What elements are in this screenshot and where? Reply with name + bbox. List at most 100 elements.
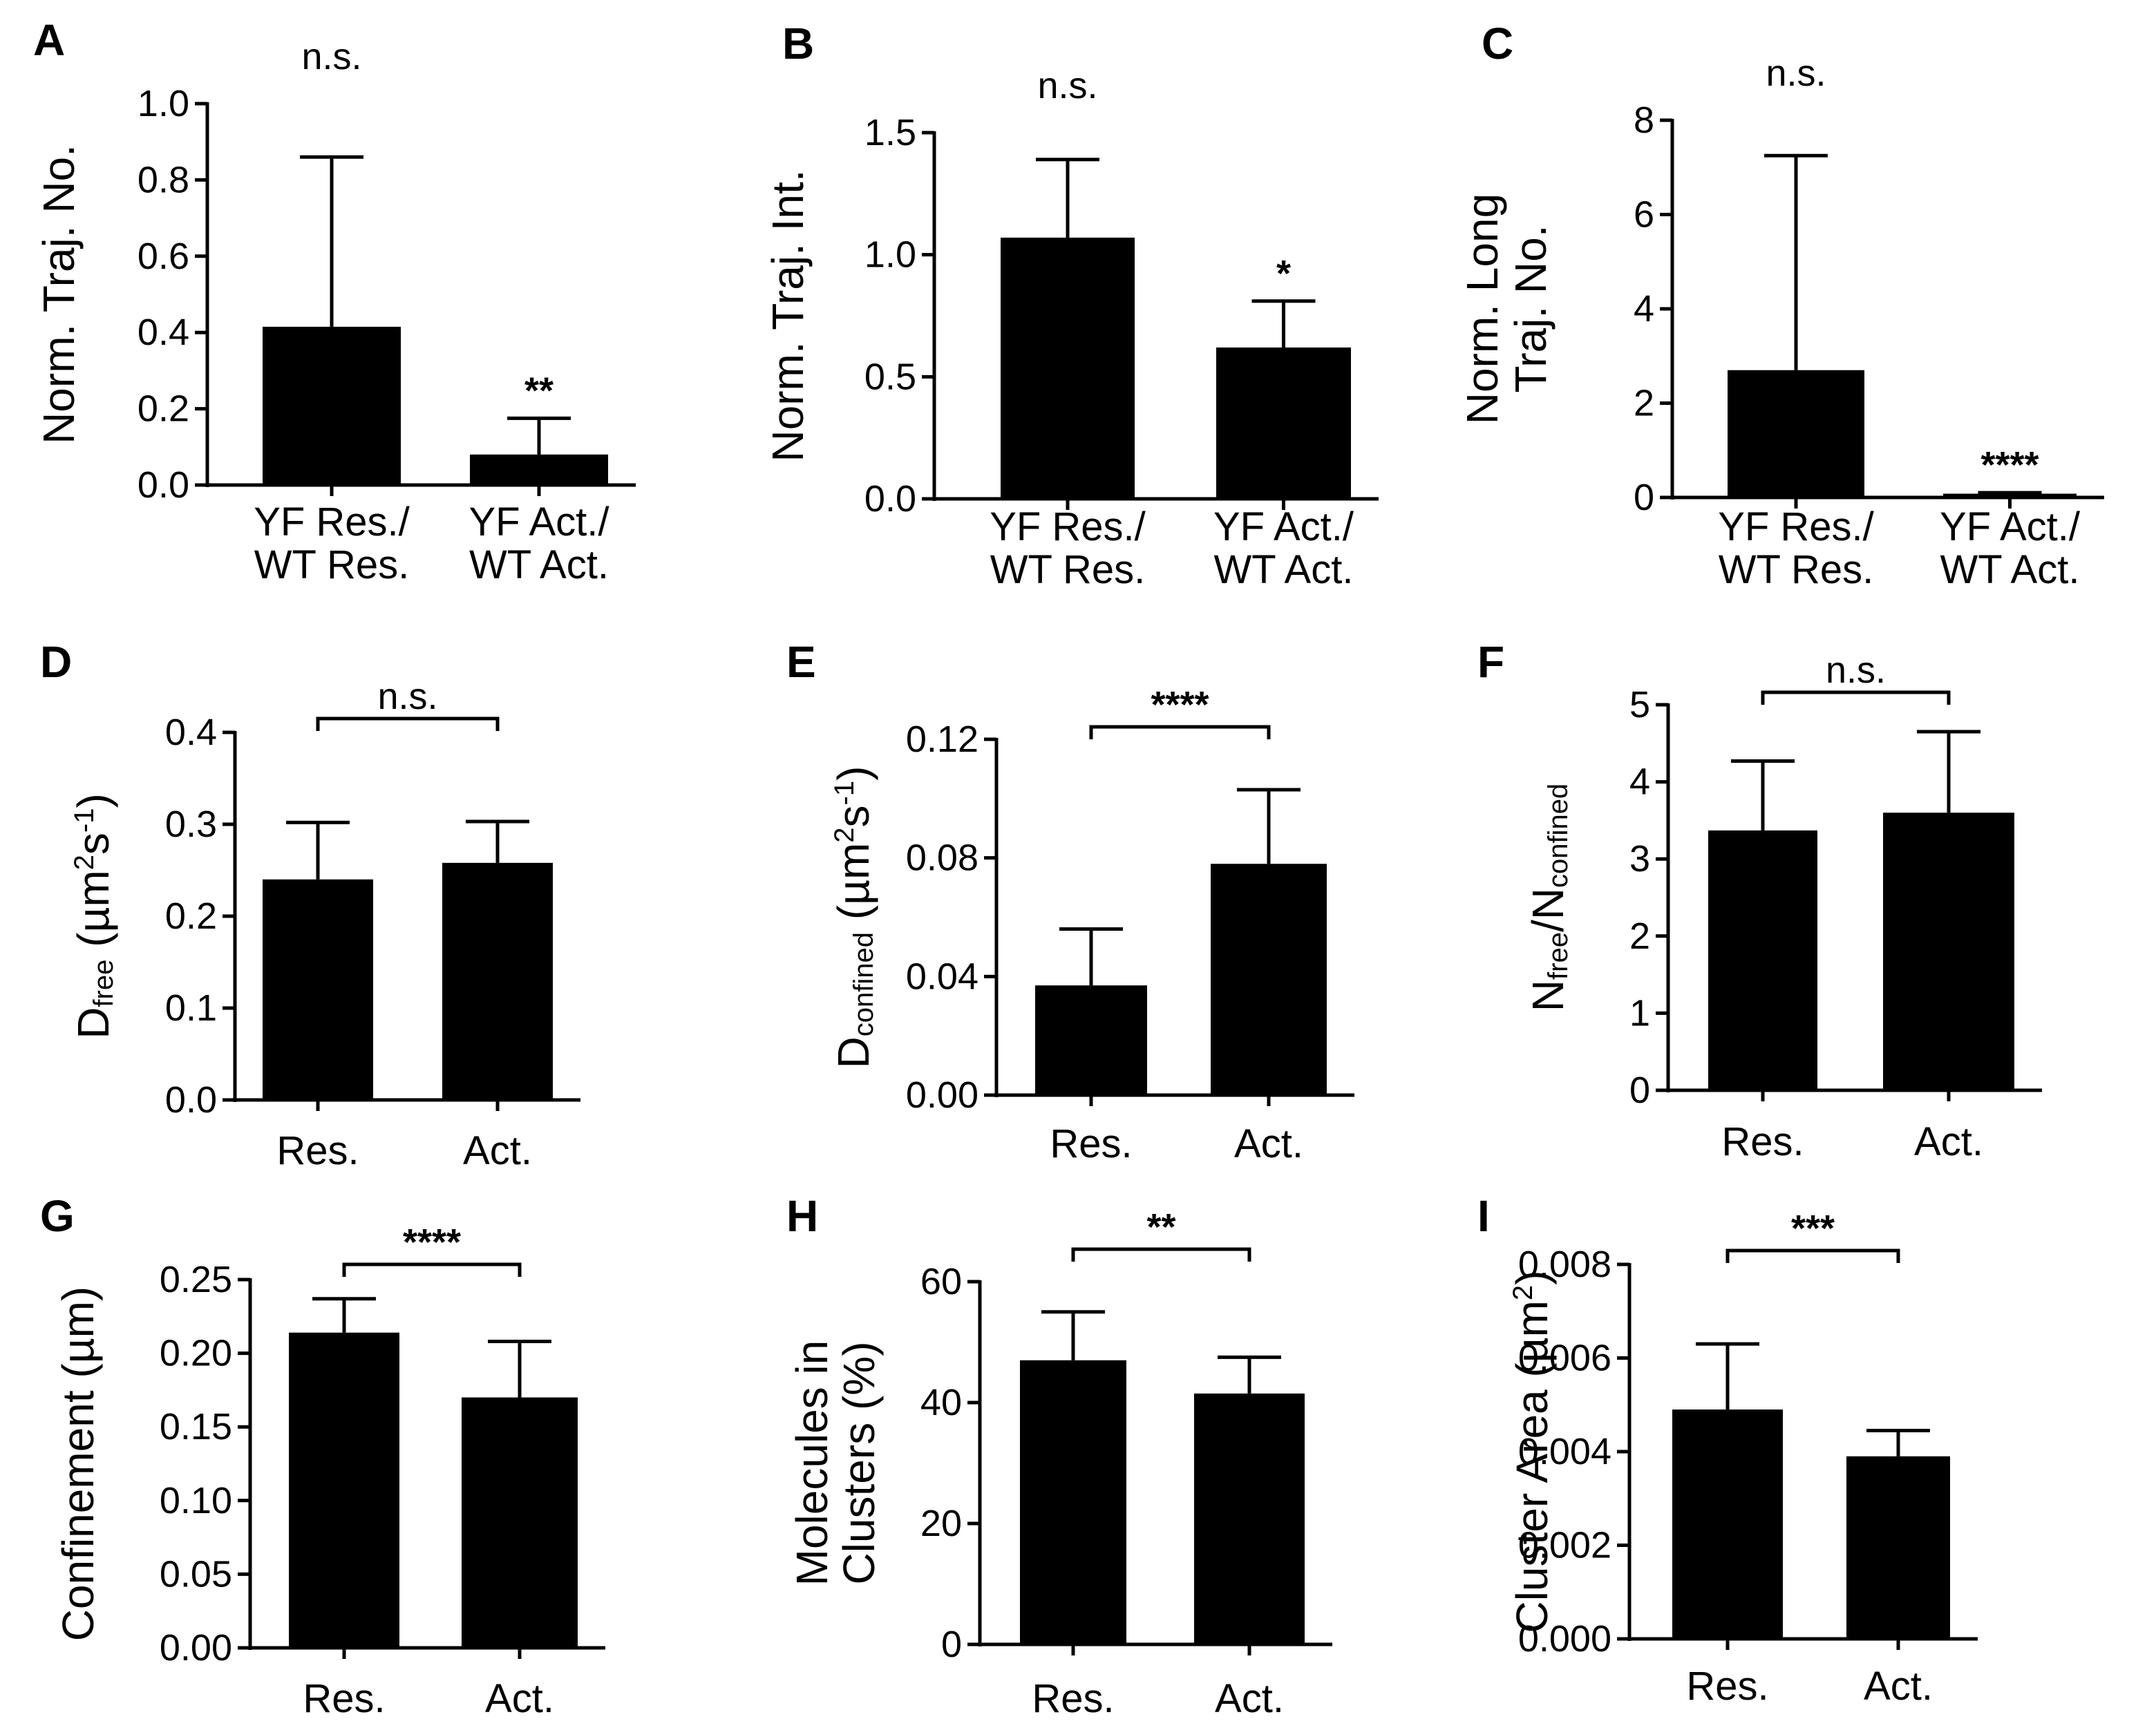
bar-second: [462, 1397, 578, 1648]
panel-i: I 0.000 0.002 0.004 0.006 0.008 Res. Act. *** Clu…: [1477, 1191, 1978, 1709]
category-label: YF Act./: [469, 500, 609, 544]
y-tick-label: 0.05: [160, 1553, 232, 1595]
panel-c: C 0 2 4 6 8 YF Res./WT Res. n.s. YF Act./WT Act.…: [1457, 19, 2104, 592]
y-tick-label: 5: [1629, 684, 1650, 725]
bar-first: [1020, 1360, 1126, 1644]
category-label: YF Act./: [1213, 504, 1354, 549]
bar-second: [1216, 347, 1351, 499]
bar-second: [1943, 493, 2077, 497]
y-tick-label: 8: [1634, 99, 1654, 141]
bar-second: [1194, 1393, 1305, 1644]
panel-b: B 0.0 0.5 1.0 1.5 YF Res./WT Res. n.s. YF Act./…: [763, 19, 1379, 592]
y-tick-label: 1.5: [864, 112, 916, 153]
y-axis-label: Dconfined (µm2s-1): [829, 766, 879, 1069]
significance-label: n.s.: [301, 36, 361, 77]
y-tick-label: 0.006: [1518, 1338, 1611, 1379]
y-tick-label: 0.25: [160, 1259, 232, 1300]
significance-bracket: [316, 716, 500, 731]
category-label: Act.: [1914, 1119, 1983, 1164]
significance-bracket: [342, 1262, 522, 1277]
y-axis-label: Clusters (%): [834, 1341, 884, 1584]
y-tick-label: 0.04: [906, 956, 978, 997]
category-label: WT Act.: [1214, 547, 1354, 592]
y-tick-label: 0.10: [160, 1480, 232, 1521]
bar-first: [1672, 1409, 1783, 1639]
y-tick-label: 0: [1634, 477, 1654, 518]
bar-second: [1846, 1456, 1950, 1639]
significance-label: ****: [1151, 684, 1209, 725]
significance-label: n.s.: [1037, 65, 1097, 106]
y-tick-label: 0.2: [165, 895, 217, 937]
panel-a: A 0.0 0.2 0.4 0.6 0.8 1.0 YF Res./WT Res. n.s. YF…: [33, 15, 636, 587]
category-label: YF Res./: [1718, 504, 1874, 549]
y-axis-label: Norm. Traj. Int.: [763, 169, 813, 462]
category-label: Act.: [1864, 1664, 1933, 1709]
y-tick-label: 2: [1629, 915, 1650, 957]
significance-label: n.s.: [1766, 53, 1826, 94]
panel-d: D 0.0 0.1 0.2 0.3 0.4 Res. Act. n.s. Dfree (µm2s-…: [40, 637, 580, 1173]
category-label: YF Act./: [1940, 504, 2081, 549]
category-label: Res.: [303, 1676, 385, 1721]
y-tick-label: 0.4: [165, 712, 217, 753]
category-label: Res.: [1032, 1676, 1114, 1721]
y-tick-label: 0.12: [906, 719, 978, 760]
y-axis-label: Dfree (µm2s-1): [68, 793, 119, 1039]
panel-letter-b: B: [782, 19, 814, 68]
significance-label: n.s.: [1826, 649, 1886, 691]
panel-letter-i: I: [1477, 1191, 1490, 1241]
y-tick-label: 0.4: [138, 312, 189, 353]
y-axis-label: Molecules in: [787, 1340, 837, 1586]
y-tick-label: 40: [920, 1382, 962, 1423]
panel-letter-h: H: [786, 1191, 818, 1241]
bar-first: [263, 326, 401, 485]
significance-bracket: [1761, 690, 1951, 705]
category-label: WT Res.: [1719, 547, 1874, 592]
y-tick-label: 0.20: [160, 1333, 232, 1374]
y-axis-label: Cluster Area (µm2): [1507, 1271, 1557, 1633]
y-tick-label: 0.2: [138, 388, 189, 430]
category-label: WT Act.: [1940, 547, 2080, 592]
category-label: Res.: [276, 1128, 359, 1173]
y-tick-label: 0.008: [1518, 1244, 1611, 1285]
y-tick-label: 0: [941, 1624, 962, 1665]
bar-first: [1708, 830, 1817, 1090]
y-axis-label: Norm. Long: [1457, 193, 1507, 424]
y-tick-label: 0.0: [165, 1079, 217, 1121]
y-tick-label: 0.8: [138, 159, 189, 200]
panel-f: F 0 1 2 3 4 5 Res. Act. n.s. Nfree/Nconfined: [1477, 637, 2042, 1164]
category-label: YF Res./: [254, 500, 410, 544]
y-tick-label: 0.002: [1518, 1525, 1611, 1566]
y-tick-label: 1.0: [138, 83, 189, 124]
panel-g: G 0.00 0.05 0.10 0.15 0.20 0.25 Res. Act. **** Con…: [40, 1191, 605, 1721]
y-tick-label: 0.004: [1518, 1431, 1611, 1472]
panel-letter-c: C: [1482, 19, 1513, 68]
bar-second: [470, 454, 608, 485]
bar-second: [1883, 813, 2014, 1090]
bar-first: [1035, 985, 1147, 1095]
y-tick-label: 6: [1634, 194, 1654, 236]
significance-bracket: [1089, 725, 1271, 739]
y-axis-label: Confinement (µm): [53, 1286, 103, 1641]
panel-letter-f: F: [1477, 637, 1504, 687]
category-label: Res.: [1686, 1664, 1768, 1709]
y-axis-label: Norm. Traj. No.: [34, 144, 84, 444]
y-tick-label: 0.1: [165, 987, 217, 1029]
category-label: Res.: [1721, 1119, 1804, 1164]
significance-bracket: [1071, 1247, 1251, 1262]
y-tick-label: 20: [920, 1503, 962, 1544]
category-label: YF Res./: [990, 504, 1146, 549]
category-label: WT Act.: [469, 542, 609, 587]
y-tick-label: 0.000: [1518, 1618, 1611, 1660]
y-tick-label: 4: [1634, 288, 1654, 330]
y-axis-label: Traj. No.: [1506, 225, 1555, 393]
bar-second: [442, 862, 553, 1100]
y-tick-label: 0.3: [165, 804, 217, 845]
category-label: Act.: [463, 1128, 532, 1173]
y-axis-label: Nfree/Nconfined: [1523, 784, 1573, 1012]
y-tick-label: 1: [1629, 992, 1650, 1034]
panel-letter-a: A: [33, 15, 65, 65]
y-tick-label: 0.15: [160, 1406, 232, 1447]
category-label: Act.: [1215, 1676, 1284, 1721]
category-label: WT Res.: [254, 542, 410, 587]
